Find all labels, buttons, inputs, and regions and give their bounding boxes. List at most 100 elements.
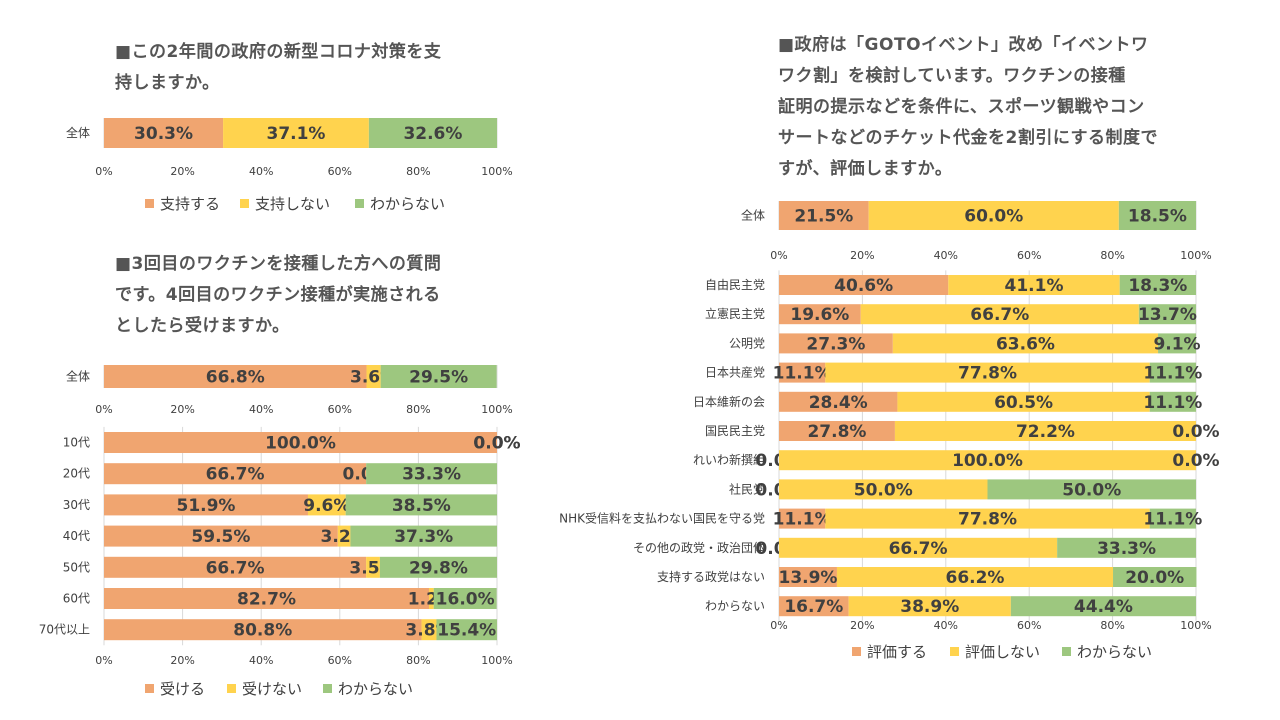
- fourth_dose_age-bar-わからない: [350, 525, 497, 547]
- support-legend-swatch: [145, 199, 154, 208]
- fourth_dose_age-bar-受けない: [421, 619, 437, 641]
- fourth_dose_age-data-label: 16.0%: [436, 590, 495, 610]
- fourth_dose_age-legend-label: 受けない: [242, 680, 302, 698]
- gotoevent_party-data-label: 11.1%: [773, 510, 832, 530]
- gotoevent_party-bar-わからない: [1113, 567, 1197, 587]
- gotoevent_party-data-label: 63.6%: [996, 334, 1055, 354]
- fourth_dose_age-data-label: 82.7%: [237, 590, 296, 610]
- fourth_dose_total-data-label: 66.8%: [206, 368, 265, 388]
- gotoevent_party-data-label: 38.9%: [900, 597, 959, 617]
- gotoevent_party-bar-評価しない: [836, 567, 1114, 587]
- gotoevent_total-data-label: 60.0%: [964, 207, 1023, 227]
- gotoevent_party-data-label: 33.3%: [1097, 539, 1156, 559]
- fourth_dose_age-bar-受ける: [104, 432, 497, 453]
- q1-title-line: 持しますか。: [115, 73, 220, 93]
- gotoevent_total-tick-label: 0%: [770, 249, 787, 262]
- gotoevent_party-bar-評価しない: [779, 450, 1196, 471]
- gotoevent_party-category-label: 日本維新の会: [693, 394, 765, 409]
- support-legend-label: わからない: [370, 195, 445, 213]
- support-data-label: 30.3%: [134, 124, 193, 144]
- gotoevent_party-data-label: 44.4%: [1074, 597, 1133, 617]
- gotoevent_total-data-label: 21.5%: [794, 207, 853, 227]
- gotoevent_party-category-label: 国民民主党: [705, 423, 765, 438]
- fourth_dose_total-bar-受ける: [104, 365, 367, 388]
- fourth_dose_age-data-label: 66.7%: [206, 465, 265, 485]
- q2-title: ■3回目のワクチンを接種した方への質問 です。4回目のワクチン接種が実施される …: [115, 249, 441, 342]
- fourth_dose_total-bar-わからない: [380, 365, 497, 388]
- gotoevent_party-bar-評価しない: [860, 304, 1139, 325]
- q3-title: ■政府は「GOTOイベント」改め「イベントワ ワク割」を検討しています。ワクチン…: [778, 30, 1158, 185]
- gotoevent_party-data-label: 11.1%: [773, 364, 832, 384]
- fourth_dose_age-data-label: 0.0%: [473, 434, 520, 454]
- fourth_dose_age-data-label: 100.0%: [265, 434, 336, 454]
- fourth_dose_age-tick-label: 40%: [249, 654, 273, 667]
- gotoevent_party-category-label: その他の政党・政治団体: [633, 540, 765, 555]
- gotoevent_party-legend-label: わからない: [1077, 643, 1152, 661]
- gotoevent_party-data-label: 16.7%: [784, 597, 843, 617]
- fourth_dose_age-legend-swatch: [227, 684, 236, 693]
- gotoevent_party-data-label: 13.7%: [1138, 305, 1197, 325]
- fourth_dose_age-bar-受けない: [366, 556, 380, 578]
- gotoevent_party-legend-swatch: [1062, 647, 1071, 656]
- fourth_dose_age-bar-受ける: [104, 463, 367, 485]
- gotoevent_party-bar-わからない: [1010, 596, 1196, 617]
- gotoevent_party-bar-わからない: [1057, 537, 1196, 558]
- gotoevent_party-data-label: 11.1%: [1143, 364, 1202, 384]
- fourth_dose_age-category-label: 30代: [63, 498, 90, 512]
- gotoevent_party-bar-評価する: [779, 362, 826, 383]
- gotoevent_party-bar-わからない: [1149, 362, 1196, 383]
- gotoevent_party-data-label: 27.8%: [807, 422, 866, 442]
- fourth_dose_age-data-label: 33.3%: [402, 465, 461, 485]
- fourth_dose_total-tick-label: 100%: [481, 403, 512, 416]
- gotoevent_party-bar-評価しない: [825, 362, 1150, 383]
- gotoevent_party-data-label: 20.0%: [1125, 568, 1184, 588]
- fourth_dose_age-bar-受ける: [104, 619, 422, 641]
- q1-title: ■この2年間の政府の新型コロナ対策を支 持しますか。: [115, 37, 441, 99]
- gotoevent_party-legend-label: 評価しない: [965, 643, 1040, 661]
- fourth_dose_age-data-label: 29.8%: [409, 558, 468, 578]
- support-bar-わからない: [368, 118, 497, 148]
- gotoevent_party-category-label: 立憲民主党: [705, 306, 765, 321]
- gotoevent_party-bar-評価する: [779, 567, 837, 587]
- fourth_dose_age-data-label: 80.8%: [233, 621, 292, 641]
- gotoevent_party-bar-評価しない: [779, 479, 988, 500]
- support-legend-label: 支持する: [160, 195, 220, 213]
- gotoevent_total-tick-label: 20%: [850, 249, 874, 262]
- gotoevent_party-bar-評価する: [779, 421, 895, 441]
- support-tick-label: 0%: [95, 165, 112, 178]
- fourth_dose_age-tick-label: 20%: [170, 654, 194, 667]
- fourth_dose_age-data-label: 38.5%: [392, 496, 451, 516]
- fourth_dose_age-tick-label: 60%: [328, 654, 352, 667]
- q3-title-line: サートなどのチケット代金を2割引にする制度で: [778, 128, 1158, 148]
- gotoevent_party-data-label: 66.7%: [889, 539, 948, 559]
- fourth_dose_age-tick-label: 0%: [95, 654, 112, 667]
- gotoevent_party-data-label: 60.5%: [994, 393, 1053, 413]
- gotoevent_party-data-label: 18.3%: [1128, 276, 1187, 296]
- gotoevent_party-data-label: 66.7%: [970, 305, 1029, 325]
- fourth_dose_age-category-label: 10代: [63, 436, 90, 450]
- gotoevent_party-bar-わからない: [987, 479, 1196, 500]
- gotoevent_party-bar-評価しない: [825, 508, 1150, 529]
- gotoevent_party-bar-評価する: [779, 508, 826, 529]
- q2-title-line: としたら受けますか。: [115, 316, 290, 336]
- gotoevent_total-bar-評価する: [779, 201, 869, 230]
- support-legend-swatch: [355, 199, 364, 208]
- gotoevent_party-data-label: 11.1%: [1143, 393, 1202, 413]
- gotoevent_party-category-label: 社民党: [729, 481, 765, 496]
- q2-title-line: ■3回目のワクチンを接種した方への質問: [115, 254, 442, 274]
- fourth_dose_age-tick-label: 100%: [481, 654, 512, 667]
- gotoevent_party-legend-swatch: [852, 647, 861, 656]
- fourth_dose_total-tick-label: 60%: [328, 403, 352, 416]
- gotoevent_party-bar-わからない: [1119, 275, 1196, 295]
- fourth_dose_total-tick-label: 0%: [95, 403, 112, 416]
- gotoevent_party-category-label: NHK受信料を支払わない国民を守る党: [559, 511, 765, 526]
- fourth_dose_total-data-label: 29.5%: [409, 368, 468, 388]
- gotoevent_party-category-label: 公明党: [729, 335, 765, 350]
- gotoevent_total-tick-label: 40%: [934, 249, 958, 262]
- gotoevent_party-category-label: 日本共産党: [705, 365, 765, 380]
- fourth_dose_total-tick-label: 20%: [170, 403, 194, 416]
- gotoevent_party-category-label: 支持する政党はない: [657, 569, 765, 584]
- fourth_dose_age-bar-わからない: [433, 588, 497, 609]
- gotoevent_party-tick-label: 40%: [934, 619, 958, 632]
